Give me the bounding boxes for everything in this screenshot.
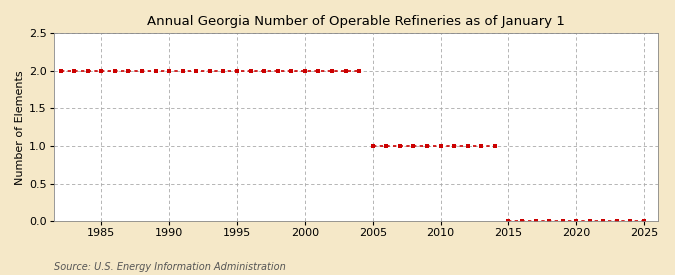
Title: Annual Georgia Number of Operable Refineries as of January 1: Annual Georgia Number of Operable Refine…: [146, 15, 565, 28]
Y-axis label: Number of Elements: Number of Elements: [15, 70, 25, 185]
Text: Source: U.S. Energy Information Administration: Source: U.S. Energy Information Administ…: [54, 262, 286, 272]
